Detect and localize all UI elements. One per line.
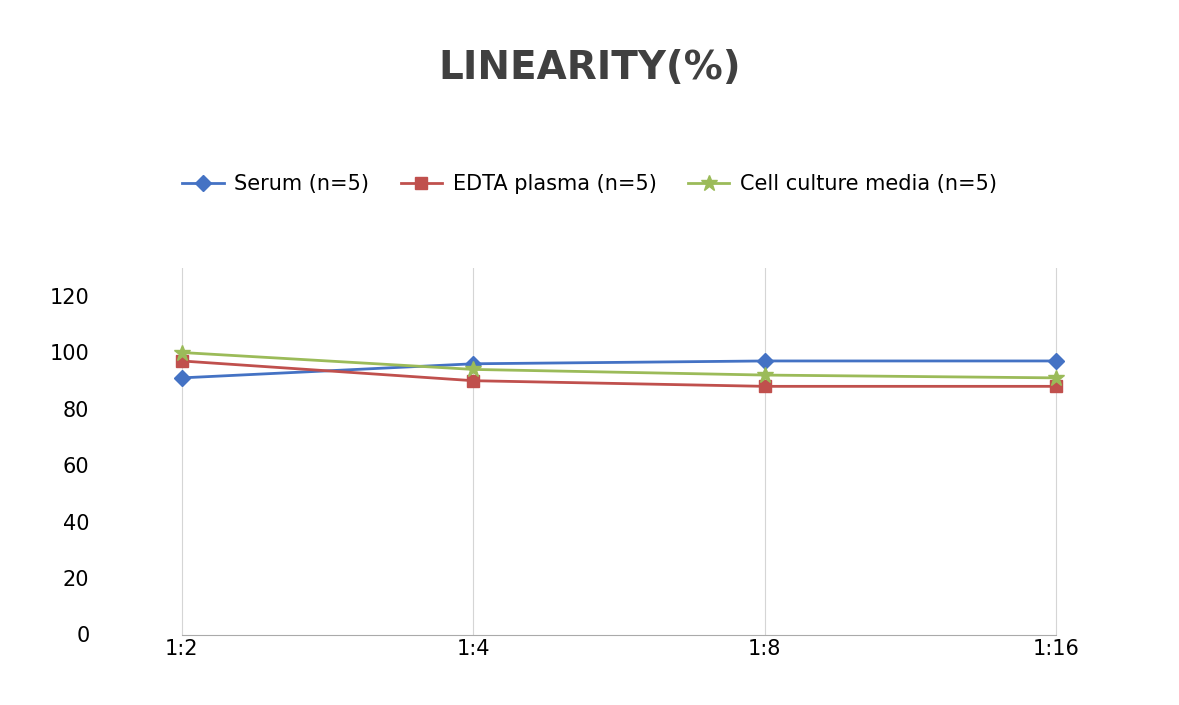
EDTA plasma (n=5) xyxy=(758,382,772,391)
Cell culture media (n=5) xyxy=(466,365,480,374)
Cell culture media (n=5) xyxy=(174,348,189,357)
EDTA plasma (n=5) xyxy=(466,376,480,385)
Line: Serum (n=5): Serum (n=5) xyxy=(176,355,1062,384)
Cell culture media (n=5) xyxy=(758,371,772,379)
Serum (n=5) xyxy=(174,374,189,382)
Line: Cell culture media (n=5): Cell culture media (n=5) xyxy=(173,344,1065,386)
Line: EDTA plasma (n=5): EDTA plasma (n=5) xyxy=(176,355,1062,392)
EDTA plasma (n=5) xyxy=(1049,382,1063,391)
Text: LINEARITY(%): LINEARITY(%) xyxy=(439,49,740,87)
Cell culture media (n=5) xyxy=(1049,374,1063,382)
Legend: Serum (n=5), EDTA plasma (n=5), Cell culture media (n=5): Serum (n=5), EDTA plasma (n=5), Cell cul… xyxy=(173,166,1006,202)
Serum (n=5) xyxy=(758,357,772,365)
Serum (n=5) xyxy=(1049,357,1063,365)
EDTA plasma (n=5) xyxy=(174,357,189,365)
Serum (n=5) xyxy=(466,360,480,368)
